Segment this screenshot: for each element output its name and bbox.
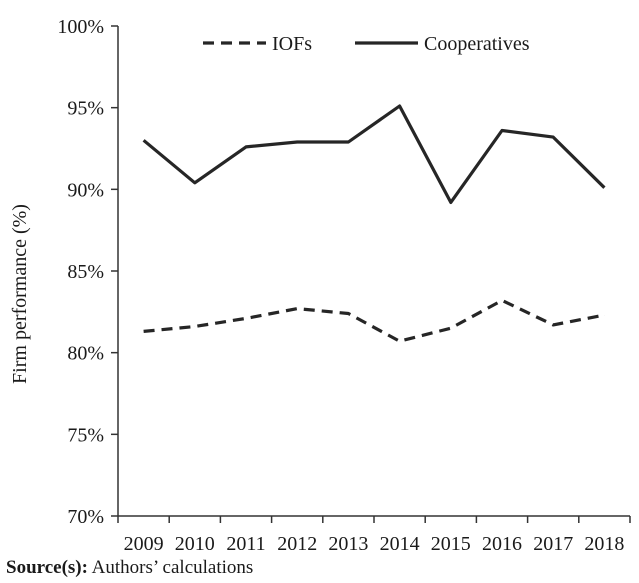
y-tick-label: 75%	[67, 424, 104, 446]
x-tick-label: 2012	[277, 533, 317, 555]
x-tick-label: 2014	[380, 533, 420, 555]
x-tick-label: 2011	[226, 533, 265, 555]
tick-labels: 70% 75% 80% 85% 90% 95% 100% 2009 2010 2011 2012 20…	[57, 16, 624, 555]
x-tick-label: 2010	[175, 533, 215, 555]
x-tick-label: 2009	[124, 533, 164, 555]
y-tick-label: 85%	[67, 261, 104, 283]
x-tick-label: 2018	[584, 533, 624, 555]
series-line-iofs	[143, 298, 605, 343]
x-tick-label: 2017	[533, 533, 573, 555]
source-label: Source(s):	[6, 557, 88, 578]
series	[142, 104, 606, 343]
source-note: Source(s): Authors’ calculations	[6, 557, 253, 579]
y-axis-title: Firm performance (%)	[9, 204, 31, 384]
source-text: Authors’ calculations	[87, 557, 254, 578]
legend: IOFs Cooperatives	[203, 33, 530, 55]
legend-label-iofs: IOFs	[272, 33, 312, 55]
y-tick-label: 95%	[67, 98, 104, 120]
x-tick-label: 2015	[431, 533, 471, 555]
legend-label-cooperatives: Cooperatives	[424, 33, 530, 55]
y-tick-label: 70%	[67, 506, 104, 528]
line-chart: 70% 75% 80% 85% 90% 95% 100% 2009 2010 2011 2012 20…	[9, 16, 631, 555]
x-tick-label: 2013	[328, 533, 368, 555]
axes	[111, 25, 631, 523]
series-line-cooperatives	[142, 104, 606, 204]
y-tick-label: 90%	[67, 179, 104, 201]
y-tick-label: 80%	[67, 343, 104, 365]
y-tick-label: 100%	[57, 16, 104, 38]
x-tick-label: 2016	[482, 533, 522, 555]
